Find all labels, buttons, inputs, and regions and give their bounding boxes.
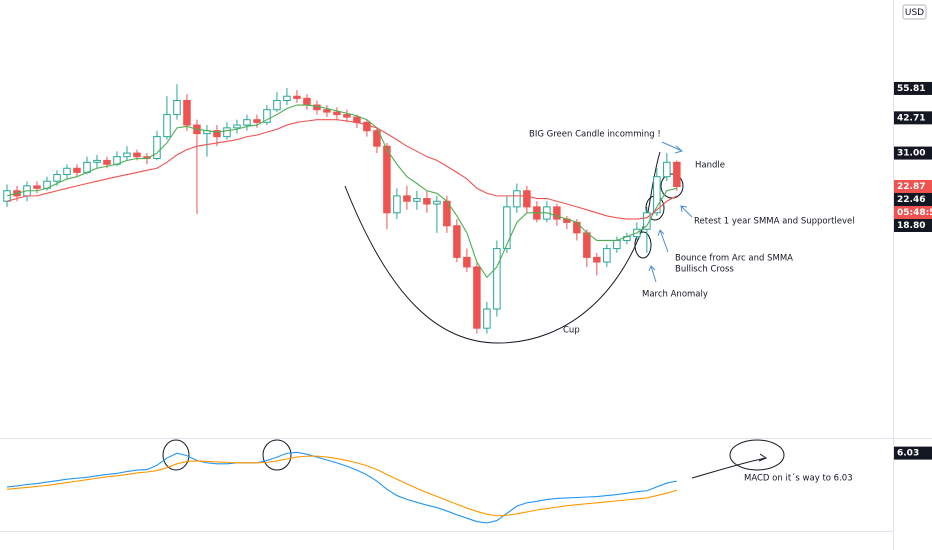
axis-layer: 55.81 42.71 31.00 22.87 22.46 05:48:56 18.80 6.… (894, 81, 932, 460)
candle-body (363, 121, 371, 132)
candle-body (123, 152, 131, 158)
circle (729, 439, 785, 471)
annotation: BIG Green Candle incomming ! (529, 130, 661, 140)
price-label-box (894, 111, 932, 125)
annotation: Cup (563, 326, 580, 336)
candle-body (503, 206, 511, 250)
price-label-box (894, 446, 932, 460)
candle-body (173, 100, 181, 116)
arrow-head (758, 453, 768, 462)
price-label: 22.46 (897, 195, 925, 205)
candle-body (463, 256, 471, 268)
candle-body (283, 95, 291, 102)
candle-body (293, 95, 301, 99)
drawings (162, 151, 785, 479)
price-label-box (894, 180, 932, 194)
circle (262, 439, 292, 471)
price-label: 6.03 (897, 449, 919, 459)
candle-body (493, 248, 501, 310)
candle-body (393, 195, 401, 214)
arrow (691, 457, 767, 479)
candle-body (333, 111, 341, 116)
candle-body (343, 114, 351, 118)
candle-body (103, 159, 111, 165)
price-label: 22.87 (897, 182, 925, 192)
arrow (661, 141, 684, 154)
candle-body (373, 130, 381, 147)
price-label-box (894, 81, 932, 95)
price-label: 55.81 (897, 84, 925, 94)
macd-line (6, 451, 677, 524)
candle-body (433, 200, 441, 205)
candle-body (273, 100, 281, 111)
annotation: Retest 1 year SMMA and Supportlevel (694, 217, 855, 227)
candle-body (583, 232, 591, 258)
annotation: MACD on it´s way to 6.03 (744, 473, 853, 484)
circle (634, 231, 652, 259)
candle-body (603, 248, 611, 263)
candle-body (673, 161, 681, 188)
smma-line (6, 119, 678, 220)
candle-body (53, 174, 61, 182)
candle-body (163, 114, 171, 138)
price-label: 18.80 (897, 221, 925, 231)
price-label-box (894, 206, 932, 220)
circle (162, 439, 190, 471)
candle-body (453, 225, 461, 258)
price-label-box (894, 193, 932, 207)
candle-body (513, 190, 521, 208)
candle-body (153, 136, 161, 160)
candle-body (423, 198, 431, 205)
price-label-box (894, 219, 932, 233)
candle-body (303, 97, 311, 106)
smma-line (6, 104, 677, 279)
candle-body (253, 119, 261, 123)
candle-body (643, 212, 651, 230)
candle-body (553, 206, 561, 220)
price-label: 42.71 (897, 113, 925, 123)
macd-line (6, 455, 678, 517)
annotation: Bounce from Arc and SMMA (675, 254, 793, 264)
arrow (648, 265, 657, 283)
candle-body (653, 176, 661, 214)
candle-body (403, 195, 411, 202)
candle-body (613, 239, 621, 250)
candle-body (473, 266, 481, 329)
currency-box (902, 4, 927, 20)
annotation: March Anomaly (642, 290, 708, 300)
currency: USD (905, 8, 924, 18)
price-label: 31.00 (897, 149, 925, 159)
annotation: Handle (695, 161, 725, 171)
candle-body (413, 198, 421, 202)
candle-body (133, 152, 141, 158)
candle-body (63, 167, 71, 176)
candle-body (383, 145, 391, 214)
candle-body (33, 185, 41, 189)
candle-body (93, 159, 101, 163)
cup-arc (344, 185, 649, 344)
candle-body (323, 109, 331, 113)
candle-body (573, 221, 581, 234)
blue-arrows (648, 141, 693, 283)
price-label: 05:48:56 (897, 208, 932, 218)
candle-body (263, 109, 271, 123)
candle-body (663, 161, 671, 178)
candle-body (223, 127, 231, 138)
candle-body (233, 124, 241, 129)
price-label-box (894, 146, 932, 160)
candle-body (483, 308, 491, 329)
candle-body (3, 190, 11, 202)
marks-layer (3, 84, 681, 524)
candle-body (523, 190, 531, 208)
candle-body (73, 167, 81, 173)
arrow (657, 229, 669, 253)
candle-body (183, 100, 191, 126)
candle-body (593, 256, 601, 263)
annotation: Bullisch Cross (675, 265, 734, 275)
candle-body (243, 119, 251, 126)
arrow (680, 205, 693, 218)
candle-body (213, 130, 221, 138)
